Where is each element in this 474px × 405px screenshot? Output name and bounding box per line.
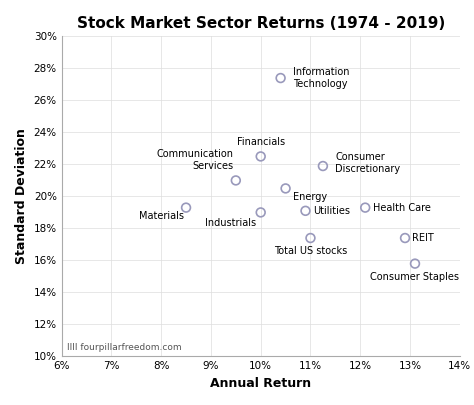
Point (257, 209, 264, 215)
Text: Consumer
Discretionary: Consumer Discretionary (335, 152, 401, 174)
Text: Financials: Financials (237, 137, 285, 147)
Point (361, 205, 369, 211)
Text: Information
Technology: Information Technology (293, 67, 349, 89)
Point (411, 260, 419, 267)
Text: Health Care: Health Care (373, 202, 430, 213)
Text: Consumer Staples: Consumer Staples (371, 272, 459, 281)
Title: Stock Market Sector Returns (1974 - 2019): Stock Market Sector Returns (1974 - 2019… (77, 16, 445, 31)
Text: Materials: Materials (138, 211, 183, 221)
Point (277, 75, 284, 81)
Text: Communication
Services: Communication Services (156, 149, 233, 171)
Text: Industrials: Industrials (205, 218, 255, 228)
Text: Total US stocks: Total US stocks (274, 246, 347, 256)
Text: IIII fourpillarfreedom.com: IIII fourpillarfreedom.com (66, 343, 181, 352)
Text: REIT: REIT (412, 233, 434, 243)
Text: Energy: Energy (293, 192, 327, 202)
Point (282, 185, 289, 192)
Text: Utilities: Utilities (313, 206, 350, 216)
Point (307, 235, 314, 241)
X-axis label: Annual Return: Annual Return (210, 377, 311, 390)
Point (232, 177, 239, 184)
Y-axis label: Standard Deviation: Standard Deviation (15, 128, 28, 264)
Point (401, 235, 409, 241)
Point (257, 153, 264, 160)
Point (182, 205, 190, 211)
Point (319, 163, 327, 169)
Point (301, 208, 309, 214)
